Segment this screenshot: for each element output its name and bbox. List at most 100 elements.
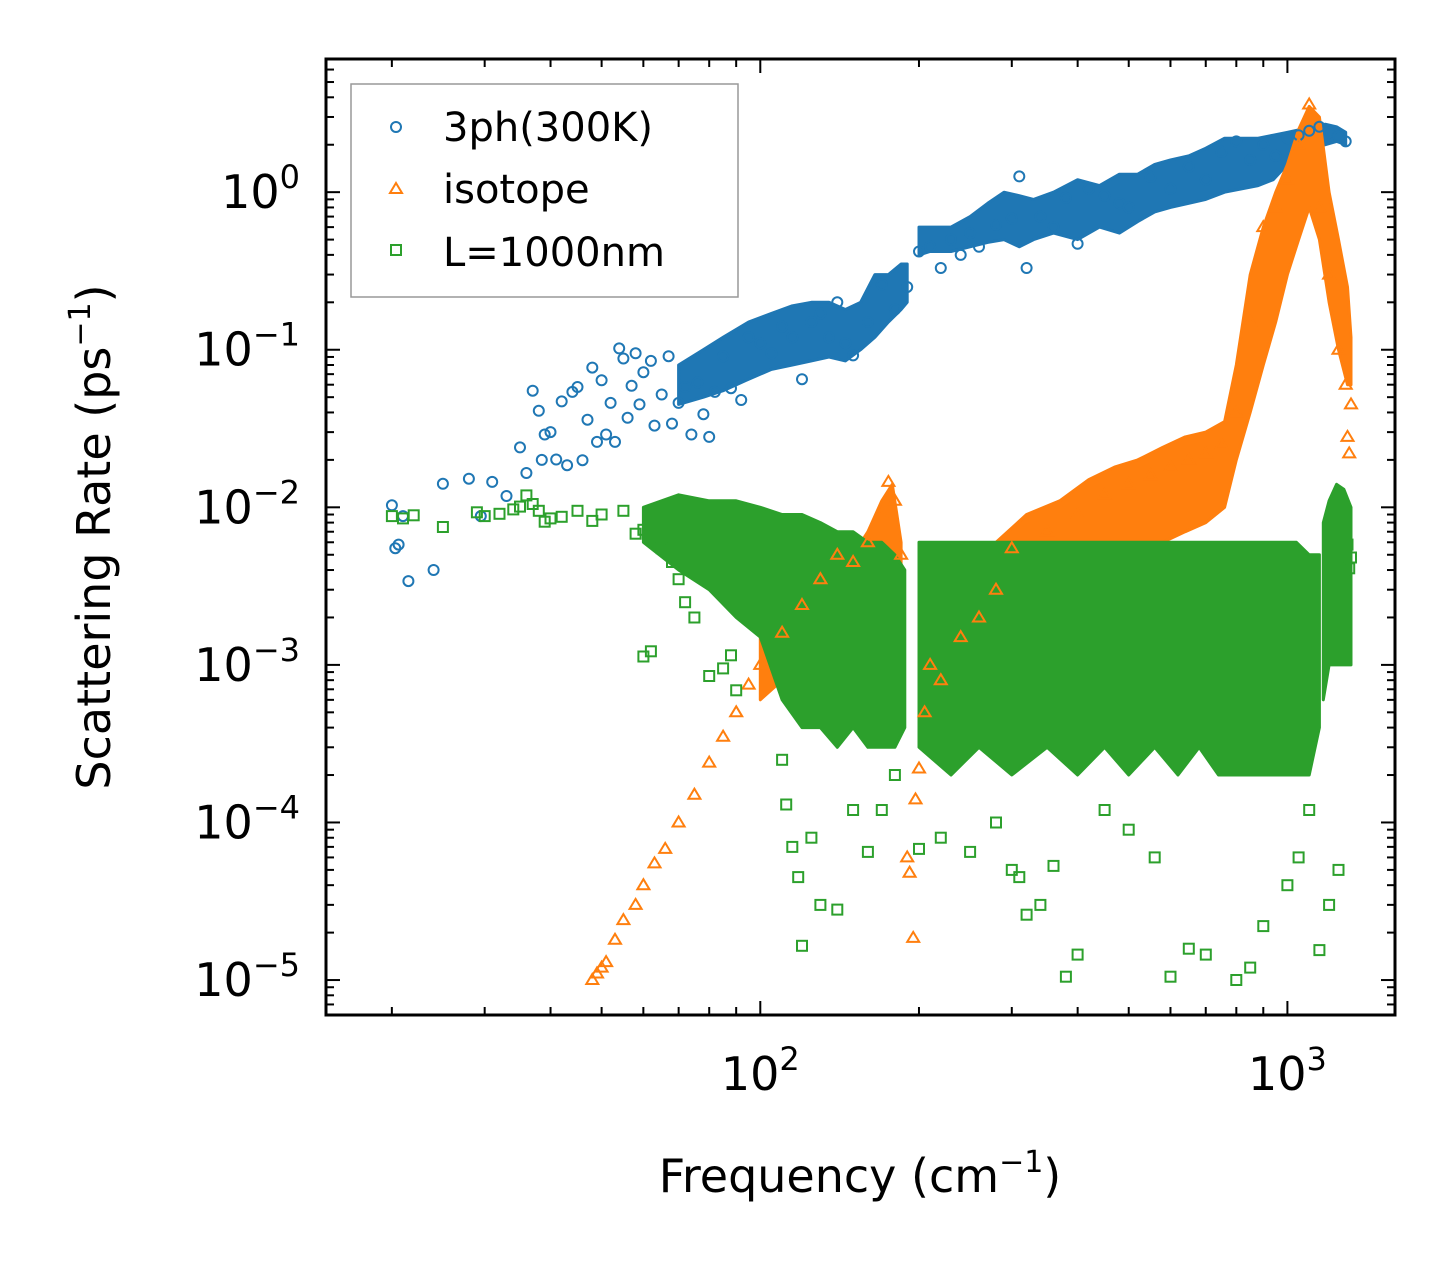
density-bands [641, 104, 1353, 777]
point-square [637, 523, 650, 536]
point-triangle [1096, 486, 1113, 500]
point-circle [486, 475, 499, 488]
point-circle [765, 347, 778, 360]
point-circle [436, 477, 449, 490]
point-triangle [887, 492, 903, 506]
point-circle [725, 382, 737, 395]
point-square [1047, 859, 1060, 872]
y-tick-label: 10−3 [194, 631, 300, 692]
point-circle [514, 441, 526, 454]
point-circle [600, 428, 613, 441]
point-circle [934, 262, 947, 274]
point-circle [1257, 138, 1270, 151]
point-circle [703, 430, 716, 443]
y-tick-label: 10−1 [194, 316, 300, 377]
point-triangle [584, 972, 601, 985]
point-square [644, 645, 657, 658]
point-circle [666, 417, 678, 430]
point-circle [609, 435, 621, 448]
point-square [407, 509, 420, 522]
point-circle [1339, 135, 1352, 148]
point-triangle [1267, 199, 1284, 213]
point-triangle [845, 554, 861, 567]
point-square [861, 845, 874, 858]
point-square [1013, 871, 1026, 884]
point-triangle [1242, 314, 1258, 327]
point-circle [831, 296, 844, 309]
point-circle [555, 395, 568, 408]
point-square [617, 504, 630, 517]
point-circle [595, 374, 608, 387]
point-square [1098, 804, 1111, 816]
point-triangle [933, 672, 949, 686]
point-square [688, 611, 701, 624]
point-square [725, 649, 737, 662]
point-circle [1034, 210, 1047, 223]
y-tick-label: 100 [221, 158, 300, 219]
point-square [478, 510, 491, 523]
point-circle [644, 354, 657, 367]
y-tick-label: 10−4 [194, 788, 300, 849]
point-triangle [874, 506, 890, 520]
point-square [1281, 879, 1294, 892]
point-triangle [1343, 396, 1359, 410]
point-circle [875, 278, 888, 291]
band-square-2 [1321, 482, 1353, 702]
point-circle [691, 376, 704, 389]
point-circle [708, 385, 721, 398]
point-square [1122, 823, 1135, 836]
point-square [717, 662, 730, 675]
point-triangle [1321, 266, 1337, 280]
point-circle [621, 411, 634, 424]
point-triangle [715, 728, 731, 742]
point-square [1341, 538, 1354, 551]
point-circle [629, 347, 642, 360]
y-axis-label: Scattering Rate (ps−1) [63, 284, 121, 789]
point-circle [1059, 191, 1072, 204]
point-circle [805, 316, 818, 328]
point-circle [964, 227, 977, 240]
point-circle [1047, 221, 1060, 234]
point-triangle [988, 581, 1004, 595]
point-square [666, 556, 678, 568]
point-circle [526, 384, 539, 397]
point-circle [604, 396, 617, 409]
point-square [786, 840, 799, 853]
point-circle [544, 426, 557, 439]
point-triangle [1004, 540, 1020, 554]
point-circle [538, 428, 551, 441]
point-square [1230, 974, 1243, 986]
point-circle [814, 307, 827, 320]
point-circle [901, 281, 914, 293]
point-triangle [1213, 436, 1230, 450]
point-circle [697, 408, 710, 421]
point-triangle [1181, 451, 1197, 465]
point-triangle [1290, 136, 1307, 150]
point-circle [633, 398, 646, 411]
point-triangle [740, 676, 757, 690]
point-triangle [752, 656, 769, 670]
y-tick-label: 10−2 [194, 473, 300, 534]
point-circle [685, 428, 698, 441]
point-square [507, 503, 520, 516]
point-circle [1164, 182, 1177, 195]
point-square [913, 842, 925, 855]
point-circle [520, 467, 533, 479]
legend-marker-3ph [390, 121, 402, 133]
point-square [1199, 948, 1212, 961]
point-square [586, 514, 599, 527]
point-circle [586, 361, 599, 374]
point-square [514, 500, 526, 513]
point-triangle [1337, 376, 1354, 390]
point-circle [648, 419, 661, 432]
point-square [1034, 898, 1047, 911]
point-circle [1244, 154, 1257, 166]
point-square [672, 573, 685, 586]
legend-label-3ph: 3ph(300K) [443, 105, 653, 151]
point-square [679, 596, 692, 609]
point-triangle [829, 546, 846, 560]
point-triangle [774, 624, 790, 638]
point-circle [1122, 201, 1135, 214]
point-triangle [860, 534, 876, 548]
point-triangle [812, 571, 829, 585]
